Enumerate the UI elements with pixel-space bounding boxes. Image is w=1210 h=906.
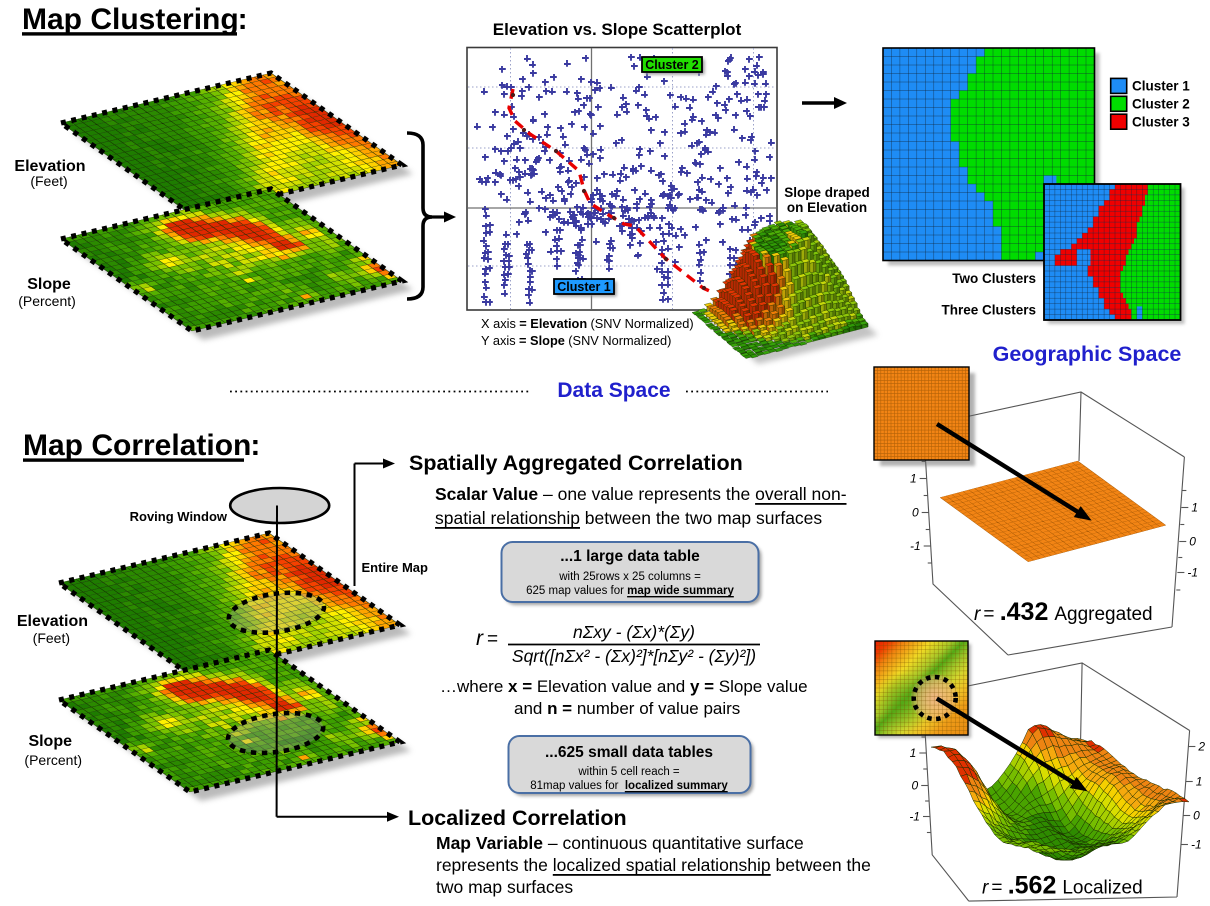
svg-text:spatial relationship between t: spatial relationship between the two map… xyxy=(435,508,822,528)
svg-text:Elevation: Elevation xyxy=(14,158,85,175)
svg-text:represents the localized spati: represents the localized spatial relatio… xyxy=(436,855,871,875)
svg-text:Elevation vs. Slope Scatterplo: Elevation vs. Slope Scatterplot xyxy=(493,20,742,39)
svg-text:– one value represents the ove: – one value represents the overall non- xyxy=(543,484,847,504)
svg-text:...625 small data tables: ...625 small data tables xyxy=(545,744,713,761)
svg-text:625 map values for: 625 map values for xyxy=(526,585,624,597)
svg-text:-1: -1 xyxy=(909,810,920,824)
svg-text:1: 1 xyxy=(1191,501,1198,515)
svg-text:Slope draped: Slope draped xyxy=(784,185,870,200)
svg-text:81map values for: 81map values for xyxy=(530,780,618,792)
svg-text:(Feet): (Feet) xyxy=(30,173,67,189)
svg-text:Y axis: Y axis xyxy=(481,333,516,348)
svg-text:0: 0 xyxy=(912,506,919,520)
svg-text:.432: .432 xyxy=(1000,598,1049,626)
svg-text:x =: x = xyxy=(508,677,532,696)
svg-text:-1: -1 xyxy=(910,539,921,553)
svg-text:– continuous quantitative surf: – continuous quantitative surface xyxy=(548,833,804,853)
svg-text:= Slope: = Slope xyxy=(519,333,565,348)
svg-text:Elevation: Elevation xyxy=(17,613,88,630)
svg-text:Spatially Aggregated Correlati: Spatially Aggregated Correlation xyxy=(409,451,743,475)
svg-text:Slope: Slope xyxy=(28,733,72,750)
svg-text:number of value pairs: number of value pairs xyxy=(577,699,740,718)
svg-text:Slope: Slope xyxy=(27,276,71,293)
svg-text:.562: .562 xyxy=(1008,872,1057,900)
svg-text:Elevation value and: Elevation value and xyxy=(537,677,685,696)
svg-text::: : xyxy=(250,429,260,462)
svg-text:X axis: X axis xyxy=(481,316,516,331)
svg-text:...1 large data table: ...1 large data table xyxy=(560,548,700,565)
svg-text:=: = xyxy=(983,604,994,625)
svg-text:Entire Map: Entire Map xyxy=(362,560,429,575)
svg-text:and: and xyxy=(514,699,542,718)
svg-text:0: 0 xyxy=(1189,535,1196,549)
svg-text:(SNV Normalized): (SNV Normalized) xyxy=(568,333,671,348)
svg-text:Map Clustering: Map Clustering xyxy=(22,3,239,36)
svg-text:nΣxy - (Σx)*(Σy): nΣxy - (Σx)*(Σy) xyxy=(573,622,695,642)
svg-text:r: r xyxy=(974,604,981,625)
svg-text:2: 2 xyxy=(1197,740,1205,754)
svg-text:within 5 cell reach =: within 5 cell reach = xyxy=(577,766,680,778)
svg-text:Scalar Value: Scalar Value xyxy=(435,484,538,504)
svg-text:Localized Correlation: Localized Correlation xyxy=(408,806,627,830)
svg-text:Aggregated: Aggregated xyxy=(1054,604,1152,625)
svg-text:= Elevation: = Elevation xyxy=(519,316,587,331)
svg-text:map wide summary: map wide summary xyxy=(627,585,734,597)
svg-text:=: = xyxy=(991,878,1002,899)
svg-text:Cluster 3: Cluster 3 xyxy=(1132,115,1190,130)
svg-text:(Percent): (Percent) xyxy=(18,293,76,309)
svg-text:-1: -1 xyxy=(1187,566,1198,580)
svg-text:(SNV Normalized): (SNV Normalized) xyxy=(590,316,693,331)
svg-text:Roving Window: Roving Window xyxy=(130,509,228,524)
svg-text:r: r xyxy=(476,627,484,650)
svg-text:0: 0 xyxy=(912,779,919,793)
svg-text:Geographic Space: Geographic Space xyxy=(993,342,1182,366)
svg-text:Three Clusters: Three Clusters xyxy=(941,303,1036,318)
svg-text:Localized: Localized xyxy=(1062,878,1142,899)
svg-text:(Percent): (Percent) xyxy=(24,752,82,768)
svg-text:Sqrt([nΣx² - (Σx)²]*[nΣy² - (Σ: Sqrt([nΣx² - (Σx)²]*[nΣy² - (Σy)²]) xyxy=(512,646,756,666)
svg-text:-1: -1 xyxy=(1191,838,1202,852)
svg-text:1: 1 xyxy=(1196,775,1203,789)
svg-text:1: 1 xyxy=(910,472,917,486)
svg-text:…where: …where xyxy=(440,677,503,696)
svg-text:y =: y = xyxy=(690,677,714,696)
svg-text:r: r xyxy=(982,878,989,899)
svg-text:two map surfaces: two map surfaces xyxy=(436,877,573,897)
svg-text:Map Correlation: Map Correlation xyxy=(23,429,251,462)
svg-text:Data Space: Data Space xyxy=(557,379,670,402)
svg-text:Cluster 1: Cluster 1 xyxy=(557,280,611,294)
svg-text:Slope value: Slope value xyxy=(719,677,808,696)
svg-text:with 25rows x 25 columns =: with 25rows x 25 columns = xyxy=(558,571,701,583)
svg-text:Two Clusters: Two Clusters xyxy=(952,271,1036,286)
svg-text:Map Variable: Map Variable xyxy=(436,833,543,853)
svg-text:on Elevation: on Elevation xyxy=(787,200,867,215)
svg-text:0: 0 xyxy=(1193,809,1200,823)
svg-text:localized summary: localized summary xyxy=(625,780,729,792)
svg-text:=: = xyxy=(487,629,498,650)
svg-text::: : xyxy=(238,3,248,36)
svg-text:n =: n = xyxy=(547,699,572,718)
svg-text:1: 1 xyxy=(910,746,917,760)
svg-text:(Feet): (Feet) xyxy=(33,630,70,646)
svg-text:Cluster 1: Cluster 1 xyxy=(1132,79,1190,94)
svg-text:Cluster 2: Cluster 2 xyxy=(1132,97,1190,112)
svg-text:Cluster 2: Cluster 2 xyxy=(645,58,699,72)
